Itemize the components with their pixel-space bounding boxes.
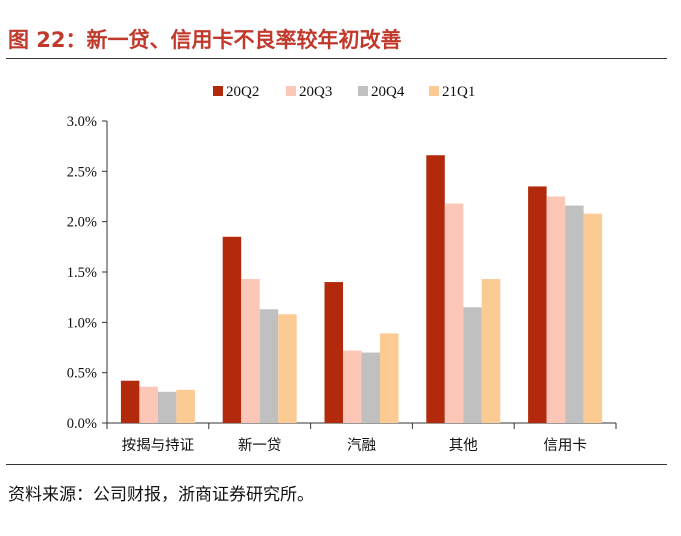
title-rule bbox=[6, 58, 667, 59]
y-tick-label: 0.5% bbox=[67, 366, 97, 382]
bar bbox=[324, 282, 343, 423]
bar bbox=[157, 391, 177, 423]
bar bbox=[463, 307, 482, 423]
source-rule bbox=[6, 464, 667, 465]
figure-title: 图 22：新一贷、信用卡不良率较年初改善 bbox=[8, 28, 402, 52]
legend-label: 20Q4 bbox=[371, 84, 405, 100]
bar bbox=[361, 352, 380, 423]
bar bbox=[222, 236, 242, 423]
x-category-label: 新一贷 bbox=[238, 437, 282, 454]
bar bbox=[565, 205, 584, 423]
bar bbox=[259, 309, 279, 423]
legend-swatch bbox=[429, 86, 439, 96]
y-tick-label: 1.5% bbox=[67, 265, 97, 281]
y-tick-label: 3.0% bbox=[67, 114, 97, 130]
bar bbox=[546, 196, 566, 423]
y-tick-label: 2.0% bbox=[67, 215, 97, 231]
bar bbox=[139, 386, 158, 423]
y-tick-label: 1.0% bbox=[67, 315, 97, 331]
bar bbox=[481, 279, 501, 423]
bars bbox=[120, 155, 603, 423]
x-category-label: 按揭与持证 bbox=[122, 437, 195, 454]
legend-label: 20Q2 bbox=[226, 84, 259, 100]
bar bbox=[120, 380, 140, 423]
legend-swatch bbox=[213, 86, 223, 96]
bar bbox=[278, 314, 297, 423]
x-category-label: 汽融 bbox=[347, 437, 376, 454]
x-category-label: 信用卡 bbox=[543, 437, 587, 454]
y-tick-label: 2.5% bbox=[67, 164, 97, 180]
bar bbox=[380, 333, 399, 423]
legend-swatch bbox=[286, 86, 296, 96]
legend: 20Q2 20Q3 20Q4 21Q1 bbox=[213, 84, 475, 100]
legend-label: 20Q3 bbox=[299, 84, 332, 100]
bar bbox=[444, 203, 464, 423]
legend-label: 21Q1 bbox=[442, 84, 475, 100]
bar bbox=[343, 350, 362, 423]
bar bbox=[426, 155, 445, 423]
x-category-label: 其他 bbox=[449, 437, 478, 454]
legend-swatch bbox=[358, 86, 368, 96]
bar bbox=[583, 213, 603, 423]
y-tick-label: 0.0% bbox=[67, 416, 97, 432]
bar bbox=[241, 279, 260, 423]
source-note: 资料来源：公司财报，浙商证券研究所。 bbox=[8, 485, 314, 505]
bar bbox=[176, 389, 195, 423]
bar bbox=[528, 186, 547, 423]
